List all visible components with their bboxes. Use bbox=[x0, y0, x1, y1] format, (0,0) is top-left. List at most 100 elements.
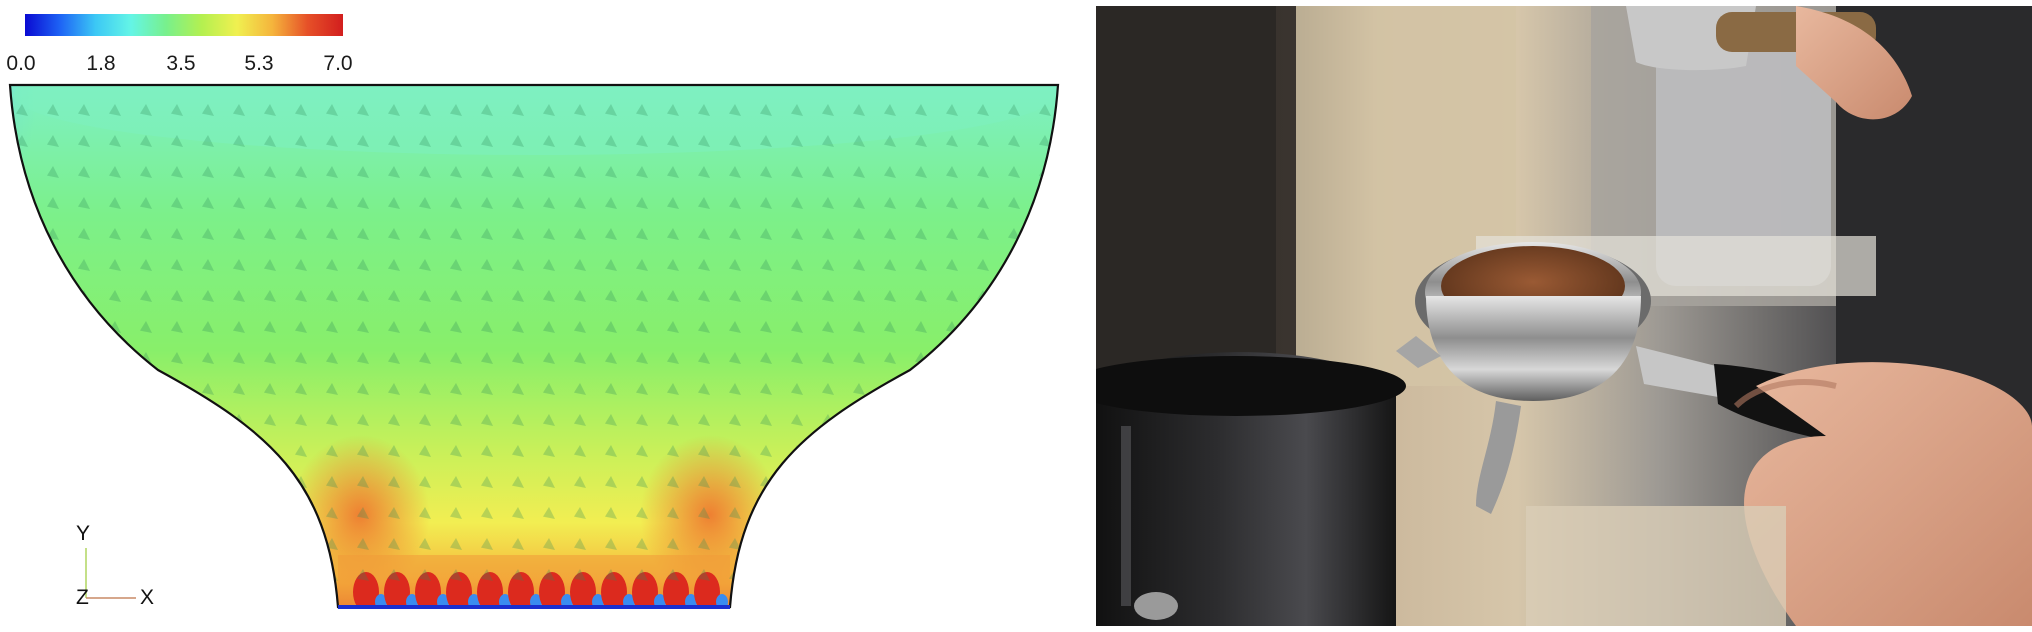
cone-arrow-icon bbox=[326, 383, 338, 395]
cone-arrow-icon bbox=[202, 197, 214, 209]
cone-arrow-icon bbox=[667, 166, 679, 178]
cone-arrow-icon bbox=[884, 569, 896, 581]
cone-arrow-icon bbox=[47, 445, 59, 457]
cone-arrow-icon bbox=[16, 569, 28, 581]
cone-arrow-icon bbox=[543, 321, 555, 333]
cone-arrow-icon bbox=[202, 321, 214, 333]
inlet-jet bbox=[446, 572, 472, 607]
cone-arrow-icon bbox=[946, 290, 958, 302]
velocity-magnitude-field bbox=[10, 85, 1058, 607]
cone-arrow-icon bbox=[450, 135, 462, 147]
cone-arrow-icon bbox=[605, 321, 617, 333]
cone-arrow-icon bbox=[667, 538, 679, 550]
cone-arrow-icon bbox=[760, 538, 772, 550]
cone-arrow-icon bbox=[202, 538, 214, 550]
cone-arrow-icon bbox=[419, 321, 431, 333]
cone-arrow-icon bbox=[388, 259, 400, 271]
cone-arrow-icon bbox=[915, 507, 927, 519]
cone-arrow-icon bbox=[1008, 352, 1020, 364]
cone-arrow-icon bbox=[512, 538, 524, 550]
cone-arrow-icon bbox=[915, 197, 927, 209]
cone-arrow-icon bbox=[636, 445, 648, 457]
cone-arrow-icon bbox=[1008, 507, 1020, 519]
cone-arrow-icon bbox=[202, 228, 214, 240]
inlet-jet bbox=[663, 572, 689, 607]
cone-arrow-icon bbox=[543, 383, 555, 395]
cone-arrow-icon bbox=[512, 445, 524, 457]
cone-arrow-icon bbox=[977, 414, 989, 426]
cone-arrow-icon bbox=[78, 321, 90, 333]
cone-arrow-icon bbox=[636, 383, 648, 395]
cone-arrow-icon bbox=[109, 135, 121, 147]
cone-arrow-icon bbox=[295, 166, 307, 178]
cone-arrow-icon bbox=[791, 228, 803, 240]
cone-arrow-icon bbox=[1039, 383, 1051, 395]
cone-arrow-icon bbox=[202, 259, 214, 271]
cone-arrow-icon bbox=[822, 228, 834, 240]
cone-arrow-icon bbox=[574, 290, 586, 302]
cone-arrow-icon bbox=[946, 383, 958, 395]
cone-arrow-icon bbox=[295, 414, 307, 426]
espresso-portafilter-photo bbox=[1096, 6, 2032, 626]
cone-arrow-icon bbox=[295, 104, 307, 116]
cone-arrow-icon bbox=[884, 507, 896, 519]
cone-arrow-icon bbox=[140, 197, 152, 209]
cone-arrow-icon bbox=[326, 228, 338, 240]
cone-arrow-icon bbox=[853, 166, 865, 178]
cone-arrow-icon bbox=[822, 383, 834, 395]
cone-arrow-icon bbox=[109, 538, 121, 550]
cone-arrow-icon bbox=[16, 197, 28, 209]
cone-arrow-icon bbox=[698, 166, 710, 178]
cone-arrow-icon bbox=[109, 228, 121, 240]
cone-arrow-icon bbox=[853, 321, 865, 333]
cone-arrow-icon bbox=[233, 569, 245, 581]
cone-arrow-icon bbox=[791, 352, 803, 364]
cone-arrow-icon bbox=[16, 352, 28, 364]
cone-arrow-icon bbox=[233, 445, 245, 457]
cone-arrow-icon bbox=[171, 538, 183, 550]
cone-arrow-icon bbox=[977, 135, 989, 147]
cone-arrow-icon bbox=[233, 383, 245, 395]
cone-arrow-icon bbox=[791, 290, 803, 302]
cone-arrow-icon bbox=[295, 507, 307, 519]
cone-arrow-icon bbox=[1039, 321, 1051, 333]
cone-arrow-icon bbox=[853, 197, 865, 209]
cone-arrow-icon bbox=[78, 104, 90, 116]
cone-arrow-icon bbox=[233, 352, 245, 364]
cone-arrow-icon bbox=[791, 569, 803, 581]
cone-arrow-icon bbox=[822, 352, 834, 364]
cone-arrow-icon bbox=[574, 538, 586, 550]
cone-arrow-icon bbox=[729, 104, 741, 116]
cone-arrow-icon bbox=[946, 414, 958, 426]
cone-arrow-icon bbox=[47, 104, 59, 116]
cone-arrow-icon bbox=[171, 383, 183, 395]
cone-arrow-icon bbox=[419, 352, 431, 364]
cone-arrow-icon bbox=[605, 414, 617, 426]
cone-arrow-icon bbox=[357, 476, 369, 488]
cone-arrow-icon bbox=[140, 321, 152, 333]
cone-arrow-icon bbox=[202, 135, 214, 147]
cone-arrow-icon bbox=[977, 166, 989, 178]
cone-arrow-icon bbox=[419, 228, 431, 240]
cone-arrow-icon bbox=[853, 228, 865, 240]
cone-arrow-icon bbox=[47, 538, 59, 550]
cone-arrow-icon bbox=[636, 352, 648, 364]
cone-arrow-icon bbox=[1039, 569, 1051, 581]
cone-arrow-icon bbox=[729, 507, 741, 519]
cone-arrow-icon bbox=[574, 445, 586, 457]
cone-arrow-icon bbox=[853, 507, 865, 519]
cone-arrow-icon bbox=[109, 445, 121, 457]
cone-arrow-icon bbox=[698, 569, 710, 581]
cone-arrow-icon bbox=[326, 445, 338, 457]
cone-arrow-icon bbox=[388, 414, 400, 426]
cone-arrow-icon bbox=[605, 290, 617, 302]
inlet-jet bbox=[601, 572, 627, 607]
axes-triad bbox=[85, 548, 136, 599]
colorbar-tick-label: 5.3 bbox=[244, 52, 274, 75]
colorbar-tick-label: 1.8 bbox=[86, 52, 116, 75]
cone-arrow-icon bbox=[977, 352, 989, 364]
cone-arrow-icon bbox=[264, 104, 276, 116]
cone-arrow-icon bbox=[264, 538, 276, 550]
cone-arrow-icon bbox=[171, 507, 183, 519]
flow-simulation-panel: 0.0 1.8 3.5 5.3 7.0 Y Z X bbox=[6, 14, 1060, 609]
